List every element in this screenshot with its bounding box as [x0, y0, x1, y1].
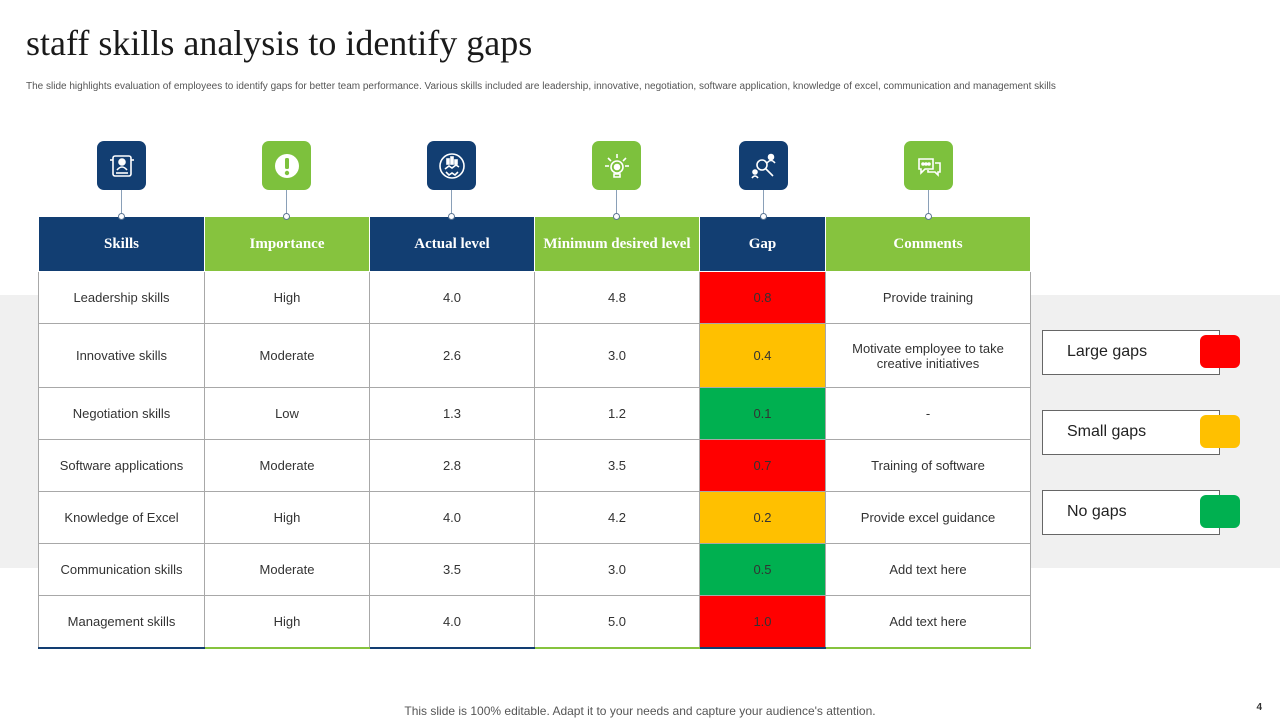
comment-cell: Motivate employee to take creative initi… [825, 323, 1031, 388]
connector-dot [760, 213, 767, 220]
gear-bulb-icon [592, 141, 641, 190]
connector-dot [448, 213, 455, 220]
importance-cell: High [204, 491, 370, 544]
skill-cell: Negotiation skills [38, 387, 205, 440]
gap-cell: 0.8 [699, 271, 826, 324]
comment-cell: Provide training [825, 271, 1031, 324]
actual-cell: 2.6 [369, 323, 535, 388]
comment-cell: Add text here [825, 543, 1031, 596]
user-search-icon [739, 141, 788, 190]
skill-cell: Management skills [38, 595, 205, 649]
skills-id-card-icon [97, 141, 146, 190]
connector-dot [925, 213, 932, 220]
importance-cell: High [204, 595, 370, 649]
skill-cell: Knowledge of Excel [38, 491, 205, 544]
skill-cell: Innovative skills [38, 323, 205, 388]
page-title: staff skills analysis to identify gaps [26, 23, 533, 63]
table-row: Management skills High 4.0 5.0 1.0 Add t… [38, 595, 1031, 649]
table-header-row: Skills Importance Actual level Minimum d… [38, 216, 1031, 272]
header-skills: Skills [38, 216, 205, 272]
legend-label: No gaps [1067, 503, 1127, 520]
icon-connector [763, 190, 764, 216]
header-comments: Comments [825, 216, 1031, 272]
connector-dot [118, 213, 125, 220]
actual-cell: 2.8 [369, 439, 535, 492]
page-number: 4 [1256, 702, 1262, 713]
legend-small-gaps: Small gaps [1042, 410, 1240, 455]
importance-cell: Moderate [204, 439, 370, 492]
footer-note: This slide is 100% editable. Adapt it to… [404, 704, 876, 718]
handshake-growth-icon [427, 141, 476, 190]
importance-cell: Moderate [204, 323, 370, 388]
table-row: Negotiation skills Low 1.3 1.2 0.1 - [38, 387, 1031, 440]
minimum-cell: 1.2 [534, 387, 700, 440]
table-row: Software applications Moderate 2.8 3.5 0… [38, 439, 1031, 492]
legend-label: Small gaps [1067, 423, 1147, 440]
importance-cell: Low [204, 387, 370, 440]
gap-cell: 0.4 [699, 323, 826, 388]
legend-swatch-red [1200, 335, 1240, 368]
icon-connector [451, 190, 452, 216]
gap-cell: 0.7 [699, 439, 826, 492]
table-row: Knowledge of Excel High 4.0 4.2 0.2 Prov… [38, 491, 1031, 544]
actual-cell: 4.0 [369, 595, 535, 649]
table-row: Communication skills Moderate 3.5 3.0 0.… [38, 543, 1031, 596]
gap-cell: 0.5 [699, 543, 826, 596]
table-row: Innovative skills Moderate 2.6 3.0 0.4 M… [38, 323, 1031, 388]
icon-connector [928, 190, 929, 216]
connector-dot [283, 213, 290, 220]
header-importance: Importance [204, 216, 370, 272]
skills-gap-table: Skills Importance Actual level Minimum d… [38, 216, 1031, 649]
minimum-cell: 3.0 [534, 543, 700, 596]
actual-cell: 1.3 [369, 387, 535, 440]
comment-cell: Training of software [825, 439, 1031, 492]
importance-cell: High [204, 271, 370, 324]
icon-connector [121, 190, 122, 216]
legend-label: Large gaps [1067, 343, 1148, 360]
icon-connector [286, 190, 287, 216]
actual-cell: 4.0 [369, 271, 535, 324]
legend-large-gaps: Large gaps [1042, 330, 1240, 375]
comment-cell: - [825, 387, 1031, 440]
skill-cell: Leadership skills [38, 271, 205, 324]
legend-no-gaps: No gaps [1042, 490, 1240, 535]
page-subtitle: The slide highlights evaluation of emplo… [26, 81, 1056, 92]
icon-connector [616, 190, 617, 216]
header-actual-level: Actual level [369, 216, 535, 272]
actual-cell: 3.5 [369, 543, 535, 596]
header-minimum-level: Minimum desired level [534, 216, 700, 272]
header-gap: Gap [699, 216, 826, 272]
exclamation-icon [262, 141, 311, 190]
chat-bubbles-icon [904, 141, 953, 190]
skill-cell: Communication skills [38, 543, 205, 596]
minimum-cell: 5.0 [534, 595, 700, 649]
gap-cell: 0.1 [699, 387, 826, 440]
minimum-cell: 3.0 [534, 323, 700, 388]
minimum-cell: 4.8 [534, 271, 700, 324]
legend-swatch-yellow [1200, 415, 1240, 448]
actual-cell: 4.0 [369, 491, 535, 544]
comment-cell: Provide excel guidance [825, 491, 1031, 544]
legend-swatch-green [1200, 495, 1240, 528]
table-row: Leadership skills High 4.0 4.8 0.8 Provi… [38, 271, 1031, 324]
skill-cell: Software applications [38, 439, 205, 492]
gap-cell: 1.0 [699, 595, 826, 649]
minimum-cell: 4.2 [534, 491, 700, 544]
comment-cell: Add text here [825, 595, 1031, 649]
gap-cell: 0.2 [699, 491, 826, 544]
minimum-cell: 3.5 [534, 439, 700, 492]
connector-dot [613, 213, 620, 220]
importance-cell: Moderate [204, 543, 370, 596]
